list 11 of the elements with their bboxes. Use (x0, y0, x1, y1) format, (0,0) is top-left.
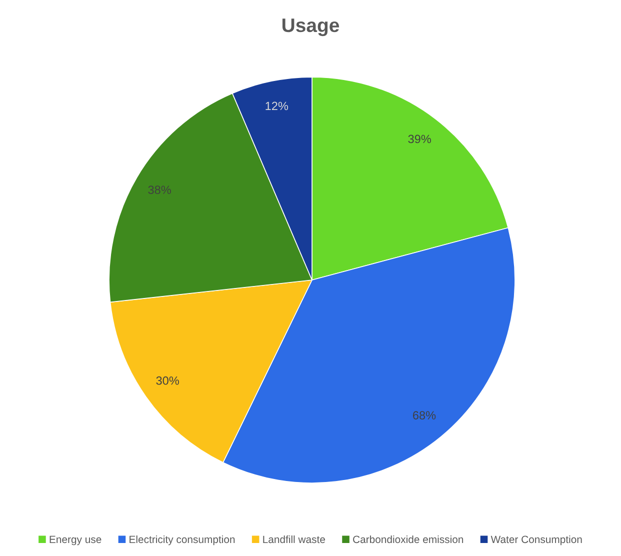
chart-title: Usage (282, 18, 340, 36)
legend-label: Landfill waste (263, 535, 325, 544)
data-label: 39% (408, 134, 431, 144)
legend-label: Carbondioxide emission (353, 535, 464, 544)
legend-label: Water Consumption (490, 535, 582, 546)
legend-label: Energy use (50, 536, 102, 546)
data-label: 30% (156, 376, 179, 385)
data-label: 68% (413, 411, 436, 420)
data-label: 38% (148, 186, 171, 194)
legend-label: Electricity consumption (130, 535, 235, 546)
data-label: 12% (266, 102, 288, 110)
